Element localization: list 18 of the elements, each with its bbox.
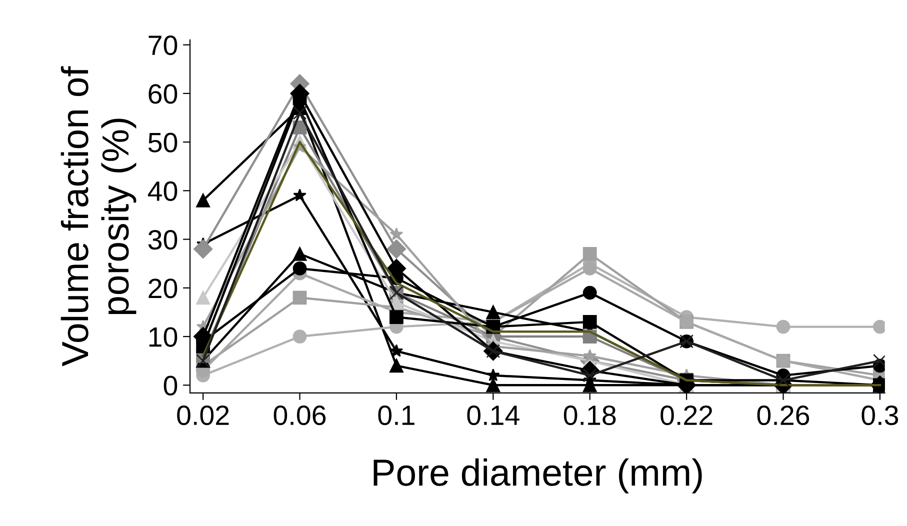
x-tick-label: 0.06 xyxy=(274,405,326,426)
y-tick-label: 70 xyxy=(148,36,178,56)
x-tick-label: 0.26 xyxy=(757,405,810,426)
y-tick-label: 20 xyxy=(148,278,178,298)
x-tick-label: 0.14 xyxy=(467,405,520,426)
y-tick-label: 60 xyxy=(148,84,178,104)
y-tick-label: 30 xyxy=(148,230,178,250)
x-axis-title: Pore diameter (mm) xyxy=(374,458,702,494)
x-tick-label: 0.3 xyxy=(862,405,898,426)
y-axis-title: Volume fraction of porosity (%) xyxy=(60,66,136,366)
y-tick-label: 50 xyxy=(148,132,178,152)
x-tick-label: 0.02 xyxy=(177,405,229,426)
y-tick-label: 10 xyxy=(149,327,178,347)
x-tick-label: 0.22 xyxy=(660,405,712,426)
y-tick-label: 40 xyxy=(148,181,178,202)
x-tick-label: 0.1 xyxy=(378,405,414,426)
y-tick-label: 0 xyxy=(164,376,178,396)
x-tick-label: 0.18 xyxy=(564,405,616,426)
